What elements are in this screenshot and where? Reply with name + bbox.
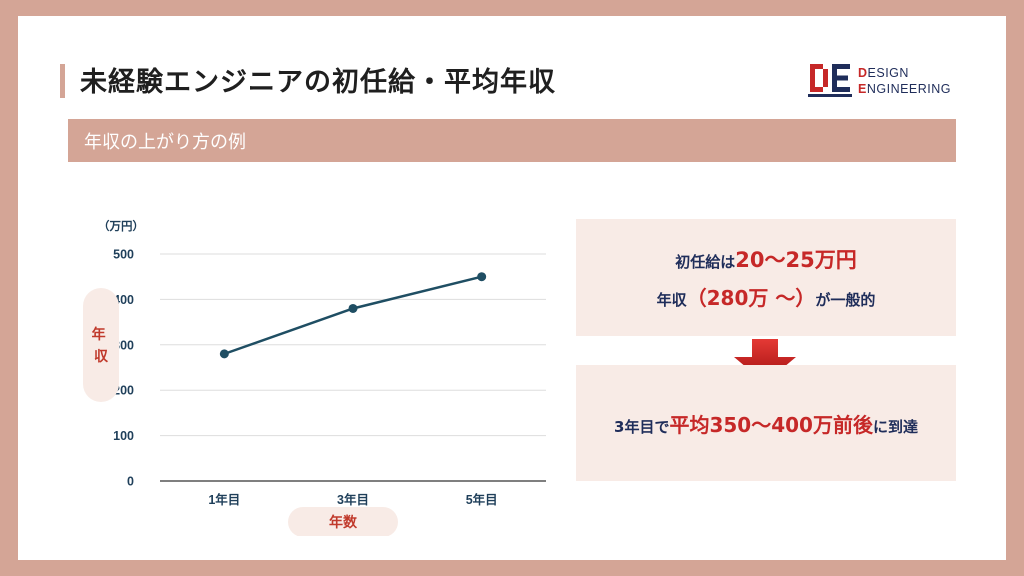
section-label: 年収の上がり方の例 <box>84 132 246 153</box>
page-title: 未経験エンジニアの初任給・平均年収 <box>80 67 556 98</box>
title-accent-bar <box>60 64 65 98</box>
annual-income-line: 年収 （280万 〜） が一般的 <box>657 282 876 311</box>
brand-logo: DESIGN ENGINEERING <box>808 62 958 102</box>
x-tick-label: 1年目 <box>208 492 240 507</box>
year3-value: 平均350〜400万前後 <box>669 412 873 437</box>
starting-salary-line: 初任給は 20〜25万円 <box>675 244 856 274</box>
y-unit-label: （万円） <box>98 219 144 233</box>
logo-wordmark: DESIGN ENGINEERING <box>858 66 952 96</box>
data-point <box>348 303 358 313</box>
x-tick-labels: 1年目 3年目 5年目 <box>208 492 497 507</box>
down-arrow-icon <box>734 339 796 383</box>
y-axis-label-pill <box>83 288 119 402</box>
data-point <box>219 349 229 359</box>
annual-income-prefix: 年収 <box>656 291 687 309</box>
year3-line: 3年目で 平均350〜400万前後 に到達 <box>614 409 918 438</box>
y-tick-label: 500 <box>113 248 134 262</box>
section-band: 年収の上がり方の例 <box>68 119 956 162</box>
annual-income-value: （280万 〜） <box>686 286 816 310</box>
year3-suffix: に到達 <box>872 417 918 436</box>
annual-income-suffix: が一般的 <box>815 291 876 309</box>
starting-salary-prefix: 初任給は <box>675 253 736 271</box>
year3-prefix: 3年目で <box>614 417 670 436</box>
x-axis-label-pill <box>288 507 398 536</box>
starting-salary-value: 20〜25万円 <box>735 248 857 272</box>
y-tick-label: 0 <box>127 475 134 489</box>
slide: 未経験エンジニアの初任給・平均年収 DESIGN ENGINEERING 年収の… <box>18 16 1006 560</box>
x-tick-label: 5年目 <box>466 492 498 507</box>
y-tick-label: 100 <box>113 429 134 443</box>
logo-mark-icon <box>808 64 852 97</box>
x-tick-label: 3年目 <box>337 492 369 507</box>
info-box-starting-salary: 初任給は 20〜25万円 年収 （280万 〜） が一般的 <box>576 219 956 336</box>
data-point <box>477 272 487 282</box>
series-line <box>223 275 482 356</box>
data-points <box>219 272 487 359</box>
chart-gridlines <box>160 253 546 437</box>
info-box-year3: 3年目で 平均350〜400万前後 に到達 <box>576 365 956 481</box>
y-axis-label: 年 収 <box>92 326 111 365</box>
x-axis-label: 年数 <box>329 514 358 531</box>
